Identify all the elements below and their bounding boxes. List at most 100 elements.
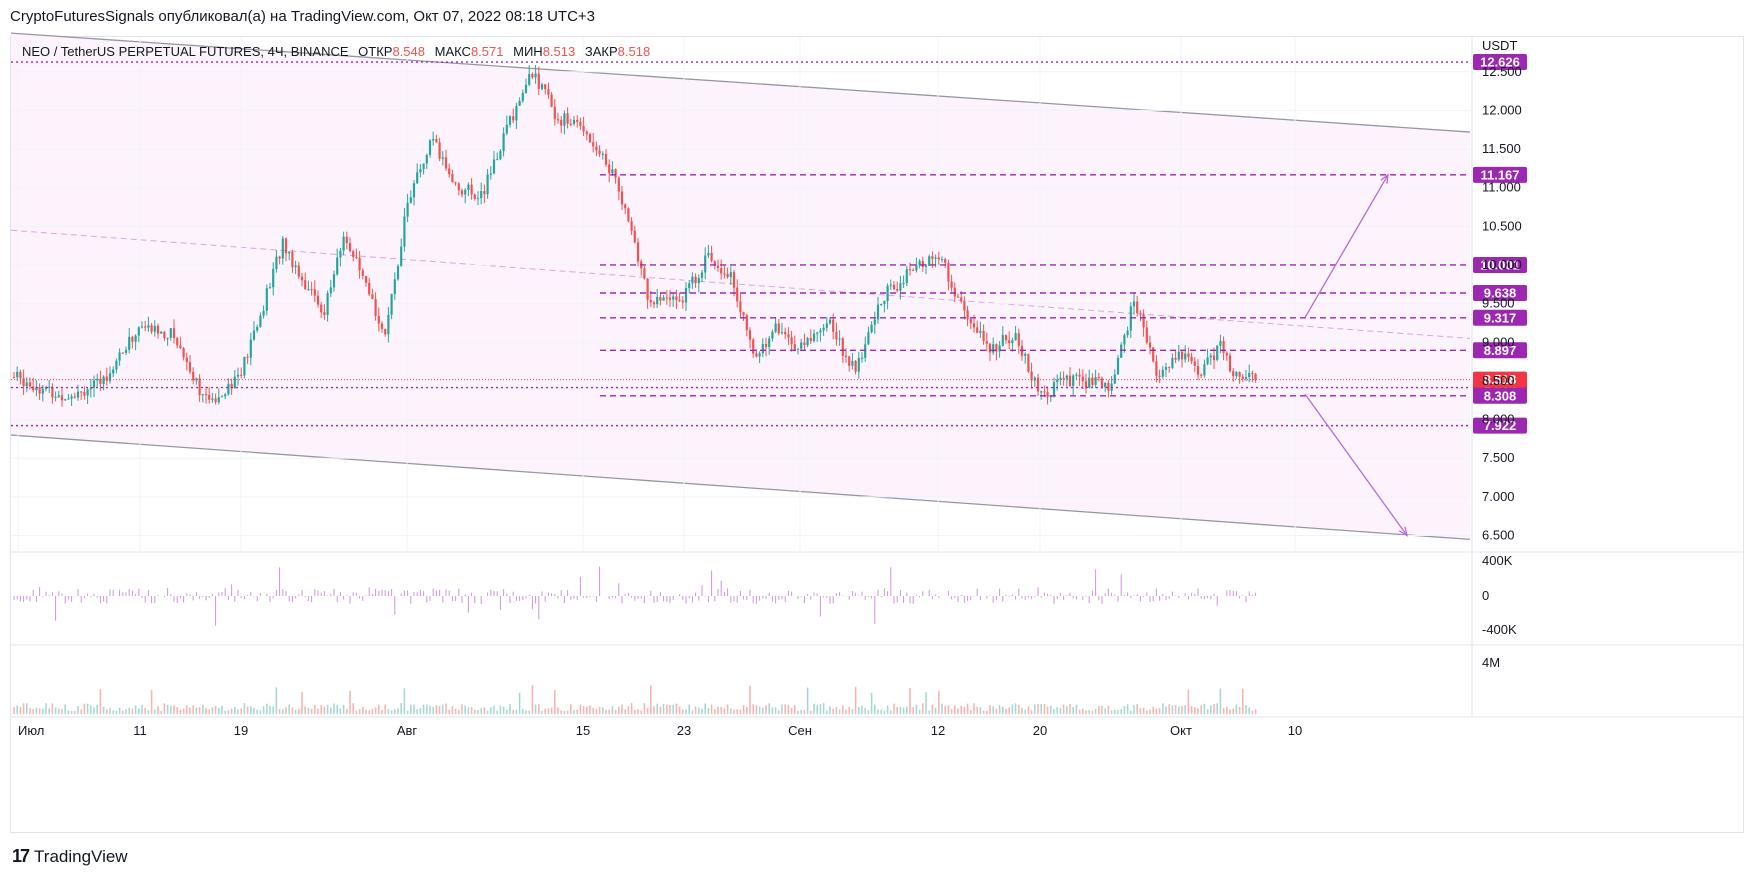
y-tick-label: 12.000: [1482, 102, 1522, 117]
candle-body: [1161, 369, 1164, 377]
candle-body: [956, 296, 960, 298]
candle-body: [1155, 361, 1158, 376]
candle-body: [457, 183, 460, 191]
candle-body: [617, 177, 620, 192]
candle-body: [771, 331, 774, 339]
candle-body: [502, 133, 505, 152]
candle-body: [492, 159, 496, 174]
candle-body: [1241, 376, 1244, 379]
candle-body: [140, 326, 144, 328]
candle-body: [336, 257, 339, 275]
tradingview-logo[interactable]: 17 TradingView: [12, 846, 128, 867]
candle-body: [688, 283, 691, 289]
candle-body: [921, 260, 924, 267]
candle-body: [240, 374, 243, 376]
x-tick-label: 10: [1288, 723, 1302, 738]
candle-body: [681, 300, 684, 303]
candle-body: [700, 272, 704, 278]
candle-body: [947, 262, 950, 282]
candle-body: [764, 343, 768, 348]
candle-body: [579, 121, 582, 126]
legend-close-label: ЗАКР: [584, 44, 618, 59]
candle-body: [976, 327, 979, 333]
candle-body: [1068, 375, 1072, 386]
candle-body: [1212, 355, 1216, 360]
candle-body: [1062, 377, 1065, 379]
candle-body: [380, 323, 384, 329]
channel-upper-line: [10, 32, 1471, 133]
candle-body: [134, 335, 137, 342]
candle-body: [70, 396, 73, 399]
candle-body: [825, 323, 828, 328]
candle-body: [806, 338, 809, 346]
candle-body: [16, 371, 19, 378]
candle-body: [1065, 375, 1068, 379]
candle-body: [483, 191, 486, 195]
candle-body: [1235, 372, 1238, 377]
candle-body: [518, 100, 521, 106]
candle-body: [1180, 351, 1184, 360]
y-tick-label: 8.500: [1482, 373, 1515, 388]
candle-body: [995, 344, 998, 352]
x-tick-label: 20: [1033, 723, 1047, 738]
level-label-text: 8.308: [1484, 388, 1517, 403]
candle-body: [1238, 372, 1241, 377]
candle-body: [214, 398, 217, 403]
candle-body: [668, 297, 672, 300]
candle-body: [870, 324, 873, 333]
oscillator-tick-label: -400K: [1482, 622, 1517, 637]
candle-body: [326, 293, 329, 315]
candle-body: [156, 325, 160, 334]
candle-body: [816, 332, 819, 334]
candle-body: [115, 360, 118, 370]
candle-body: [160, 331, 163, 334]
legend-open-label: ОТКР: [358, 44, 393, 59]
candle-body: [1046, 392, 1049, 398]
candle-body: [832, 319, 835, 332]
candle-body: [860, 357, 864, 359]
candle-body: [665, 297, 668, 299]
candle-body: [876, 304, 880, 320]
candle-body: [560, 119, 563, 126]
candle-body: [204, 394, 208, 396]
x-tick-label: Сен: [788, 723, 812, 738]
x-tick-label: 15: [576, 723, 590, 738]
candle-body: [739, 301, 742, 313]
candle-body: [707, 252, 710, 256]
candle-body: [662, 297, 665, 301]
candle-body: [342, 236, 345, 251]
candle-body: [1171, 357, 1174, 368]
candle-body: [396, 266, 400, 280]
candle-body: [998, 345, 1001, 352]
candle-body: [569, 123, 572, 125]
candle-body: [368, 282, 371, 295]
level-label: 12.626: [1473, 54, 1527, 71]
candle-body: [499, 151, 502, 160]
candle-body: [1113, 374, 1116, 384]
candle-body: [867, 332, 870, 345]
candle-body: [304, 280, 307, 290]
candle-body: [736, 287, 739, 302]
candle-body: [899, 283, 902, 291]
candle-body: [812, 333, 816, 341]
candle-body: [726, 273, 729, 278]
candle-body: [1116, 357, 1120, 375]
candle-body: [265, 288, 268, 311]
candle-body: [1152, 347, 1155, 362]
candle-body: [611, 169, 614, 174]
candle-body: [348, 243, 352, 252]
candle-body: [419, 169, 422, 173]
candle-body: [1148, 342, 1152, 348]
candle-body: [480, 191, 483, 199]
candle-body: [371, 294, 374, 300]
last-price-label: 8.518: [1484, 372, 1517, 387]
candle-body: [1104, 382, 1107, 388]
chart-frame[interactable]: [10, 36, 1744, 833]
y-tick-label: 10.500: [1482, 218, 1522, 233]
candle-body: [576, 119, 579, 122]
candle-body: [323, 312, 326, 315]
candle-body: [211, 398, 214, 400]
candle-body: [960, 297, 963, 302]
candle-body: [76, 391, 80, 398]
